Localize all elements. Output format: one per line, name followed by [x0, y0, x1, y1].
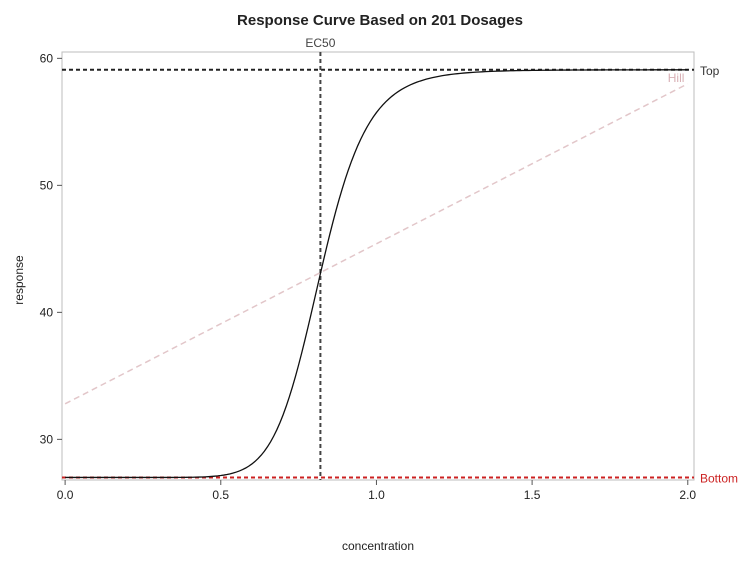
x-tick-label: 0.5 — [212, 488, 229, 502]
ref-label-bottom: Bottom — [700, 471, 738, 485]
x-tick-label: 1.5 — [524, 488, 541, 502]
x-tick-label: 2.0 — [679, 488, 696, 502]
ref-label-ec50: EC50 — [305, 36, 335, 50]
ref-label-top: Top — [700, 64, 720, 78]
plot-frame — [61, 51, 695, 481]
ref-label-hill: Hill — [668, 71, 685, 85]
x-axis-label: concentration — [342, 539, 414, 553]
y-axis-label: response — [12, 255, 26, 305]
curve-layer — [65, 69, 688, 479]
ref-line-hill — [64, 83, 689, 405]
y-tick-label: 50 — [40, 178, 54, 192]
x-tick-label: 0.0 — [57, 488, 74, 502]
chart-title: Response Curve Based on 201 Dosages — [237, 12, 523, 29]
y-tick-label: 30 — [40, 432, 54, 446]
reference-lines — [62, 52, 694, 480]
y-tick-label: 60 — [40, 51, 54, 65]
y-tick-label: 40 — [40, 305, 54, 319]
axis-ticks: 0.0 0.5 1.0 1.5 2.0 30 40 50 60 — [40, 51, 697, 502]
response-curve — [65, 69, 688, 479]
x-tick-label: 1.0 — [368, 488, 385, 502]
annotation-labels: Top Bottom EC50 Hill — [305, 36, 738, 485]
